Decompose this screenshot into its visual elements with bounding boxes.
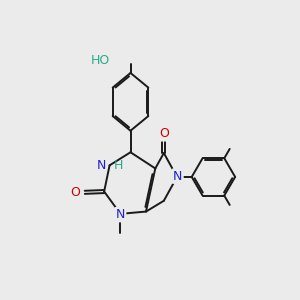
Text: N: N [97,159,106,172]
Text: N: N [173,169,182,183]
Text: HO: HO [90,54,110,67]
Text: N: N [116,208,125,221]
Text: H: H [113,159,123,172]
Text: O: O [159,127,169,140]
Text: O: O [70,186,80,199]
